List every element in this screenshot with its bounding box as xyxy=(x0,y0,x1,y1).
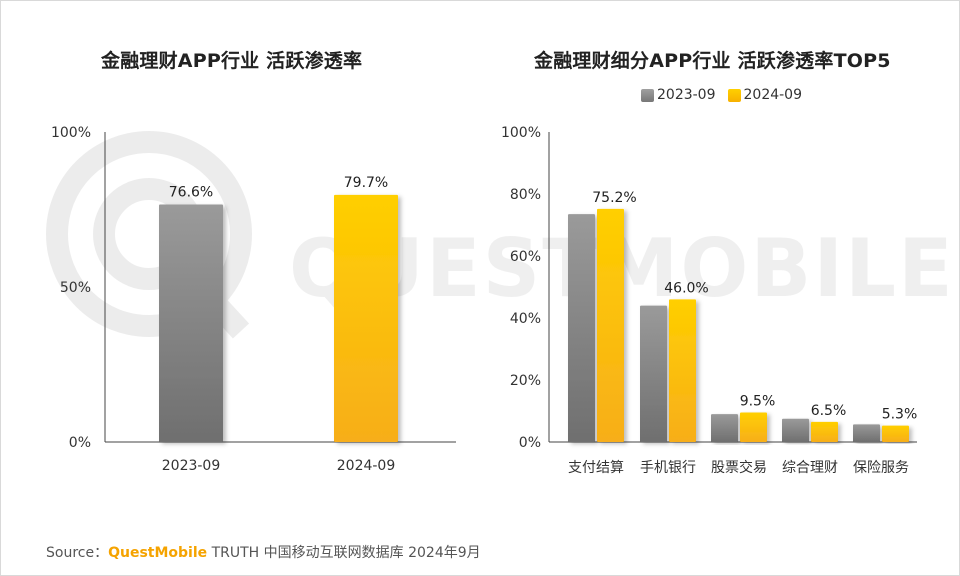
right-bar-2024-09-综合理财 xyxy=(811,421,838,442)
source-brand: QuestMobile xyxy=(108,545,208,561)
right-y-tick-label: 100% xyxy=(501,125,541,141)
right-bar-2024-09-保险服务 xyxy=(882,425,909,442)
right-bar-2024-09-股票交易 xyxy=(740,412,767,442)
source-rest: TRUTH 中国移动互联网数据库 2024年9月 xyxy=(207,545,481,561)
left-chart-title: 金融理财APP行业 活跃渗透率 xyxy=(101,50,363,72)
right-x-tick-label: 手机银行 xyxy=(640,460,696,476)
right-x-tick-label: 保险服务 xyxy=(853,460,909,476)
right-bar-2024-09-手机银行 xyxy=(669,299,696,442)
right-bar-value-label: 75.2% xyxy=(592,190,636,206)
legend-swatch-2024 xyxy=(727,88,741,102)
source-note: Source：QuestMobile TRUTH 中国移动互联网数据库 2024… xyxy=(46,542,481,562)
left-x-tick-label: 2023-09 xyxy=(162,458,221,474)
right-y-tick-label: 80% xyxy=(510,187,541,203)
right-bar-2023-09-保险服务 xyxy=(853,424,880,442)
right-bar-2023-09-股票交易 xyxy=(711,414,738,442)
legend-label-2024: 2024-09 xyxy=(743,87,803,103)
legend-swatch-2023 xyxy=(641,88,654,102)
right-bar-2023-09-综合理财 xyxy=(782,418,809,442)
legend-item-2024: 2024-09 xyxy=(727,87,803,103)
right-x-tick-label: 支付结算 xyxy=(568,460,624,476)
right-bar-value-label: 5.3% xyxy=(882,407,918,423)
right-x-tick-label: 股票交易 xyxy=(711,459,767,476)
right-bar-2023-09-手机银行 xyxy=(640,305,667,442)
left-y-tick-label: 0% xyxy=(69,435,91,451)
right-bar-value-label: 46.0% xyxy=(664,280,708,296)
right-y-tick-label: 20% xyxy=(510,373,541,389)
legend-label-2023: 2023-09 xyxy=(657,87,716,103)
source-label: Source： xyxy=(46,545,109,561)
left-bar-value-label: 76.6% xyxy=(169,185,213,201)
left-bar-value-label: 79.7% xyxy=(344,175,388,191)
right-chart-title: 金融理财细分APP行业 活跃渗透率TOP5 xyxy=(534,50,891,72)
right-chart-legend: 2023-09 2024-09 xyxy=(641,87,814,103)
right-y-tick-label: 60% xyxy=(510,249,541,265)
left-bar-2024-09 xyxy=(334,194,398,442)
legend-item-2023: 2023-09 xyxy=(641,87,716,103)
left-x-tick-label: 2024-09 xyxy=(337,458,396,474)
right-bar-value-label: 6.5% xyxy=(811,403,847,419)
left-y-tick-label: 50% xyxy=(60,280,91,296)
right-bar-2023-09-支付结算 xyxy=(568,214,595,442)
left-y-tick-label: 100% xyxy=(51,125,91,141)
left-bar-2023-09 xyxy=(159,204,223,442)
right-bar-2024-09-支付结算 xyxy=(597,208,624,442)
right-y-tick-label: 0% xyxy=(519,435,541,451)
right-y-tick-label: 40% xyxy=(510,311,541,327)
right-bar-value-label: 9.5% xyxy=(740,394,776,410)
watermark-ring-outer-icon xyxy=(46,131,252,337)
right-x-tick-label: 综合理财 xyxy=(782,460,838,476)
